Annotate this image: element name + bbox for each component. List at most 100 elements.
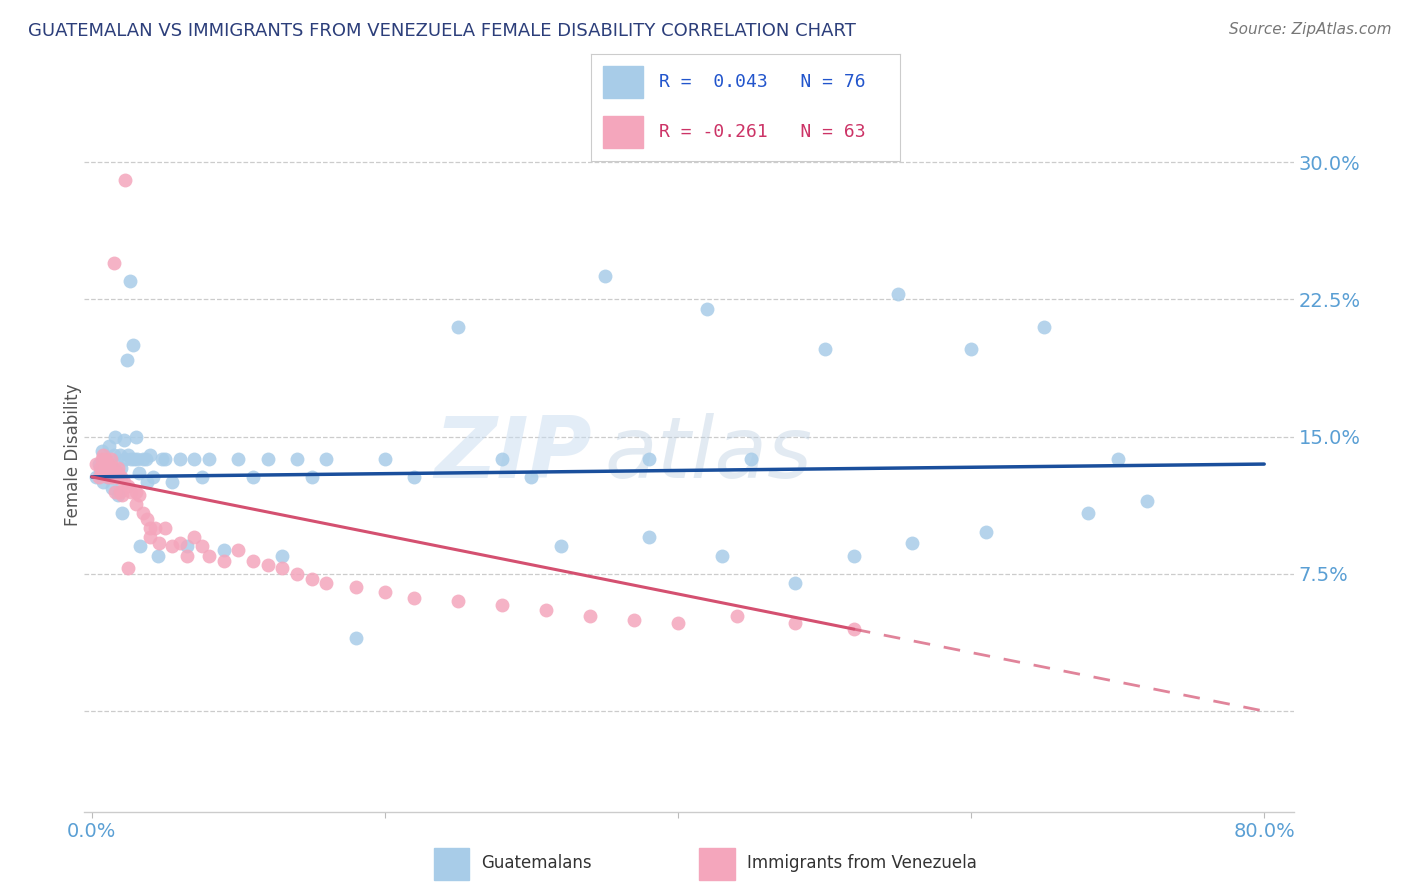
Point — [169, 535, 191, 549]
Point — [447, 594, 470, 608]
Point — [103, 256, 125, 270]
Bar — [603, 66, 643, 98]
Point — [183, 451, 205, 466]
Text: Source: ZipAtlas.com: Source: ZipAtlas.com — [1229, 22, 1392, 37]
Point — [271, 549, 294, 563]
Point — [120, 451, 142, 466]
Text: Immigrants from Venezuela: Immigrants from Venezuela — [747, 854, 976, 872]
Point — [785, 576, 807, 591]
Point — [136, 512, 159, 526]
Point — [176, 540, 198, 554]
Point — [117, 448, 139, 462]
Point — [169, 451, 191, 466]
Point — [256, 558, 278, 572]
Point — [128, 467, 150, 481]
Point — [148, 535, 170, 549]
Point — [315, 451, 337, 466]
Point — [97, 470, 120, 484]
Point — [143, 521, 166, 535]
Point — [301, 572, 323, 586]
Point — [534, 603, 557, 617]
Point — [98, 457, 121, 471]
Point — [198, 451, 221, 466]
Point — [183, 530, 205, 544]
Point — [100, 451, 122, 466]
Point — [1107, 451, 1129, 466]
Point — [108, 448, 131, 462]
Point — [89, 467, 111, 481]
Point — [139, 448, 162, 462]
Point — [139, 530, 162, 544]
Point — [842, 549, 865, 563]
Point — [93, 475, 115, 490]
Point — [344, 631, 367, 645]
Point — [115, 352, 138, 367]
Point — [1033, 319, 1056, 334]
Point — [447, 319, 470, 334]
Point — [150, 451, 173, 466]
Text: Guatemalans: Guatemalans — [481, 854, 592, 872]
Point — [190, 470, 212, 484]
Point — [344, 580, 367, 594]
Point — [212, 554, 235, 568]
Point — [124, 429, 146, 443]
Point — [813, 342, 835, 356]
Point — [89, 460, 111, 475]
Point — [112, 434, 135, 448]
Point — [94, 457, 117, 471]
Point — [111, 507, 134, 521]
Point — [271, 561, 294, 575]
Point — [176, 549, 198, 563]
Point — [136, 475, 159, 490]
Point — [785, 616, 807, 631]
Point — [666, 616, 689, 631]
Bar — [603, 116, 643, 148]
Point — [226, 543, 249, 558]
Point — [91, 451, 114, 466]
Point — [114, 173, 136, 187]
Text: R = -0.261   N = 63: R = -0.261 N = 63 — [658, 123, 865, 141]
Point — [132, 451, 155, 466]
Point — [637, 530, 659, 544]
Point — [190, 540, 212, 554]
Point — [960, 342, 983, 356]
Point — [104, 429, 127, 443]
Point — [103, 460, 125, 475]
Point — [139, 521, 162, 535]
Point — [491, 598, 513, 612]
Point — [374, 585, 396, 599]
Point — [110, 470, 132, 484]
Point — [107, 488, 129, 502]
Point — [96, 462, 118, 476]
Point — [107, 460, 129, 475]
Point — [132, 507, 155, 521]
Point — [162, 540, 184, 554]
Point — [725, 609, 748, 624]
Point — [87, 457, 110, 471]
Point — [579, 609, 602, 624]
Point — [118, 274, 141, 288]
Point — [162, 475, 184, 490]
Point — [105, 470, 128, 484]
Point — [550, 540, 572, 554]
Point — [404, 470, 426, 484]
Point — [93, 467, 115, 481]
Point — [128, 488, 150, 502]
Point — [129, 540, 152, 554]
Point — [105, 470, 128, 484]
Point — [404, 591, 426, 605]
Text: atlas: atlas — [605, 413, 813, 497]
Point — [107, 467, 129, 481]
Point — [84, 470, 107, 484]
Point — [842, 622, 865, 636]
Point — [593, 268, 616, 283]
Point — [100, 460, 122, 475]
Point — [117, 479, 139, 493]
Point — [98, 460, 121, 475]
Point — [96, 451, 118, 466]
Point — [740, 451, 762, 466]
Point — [127, 451, 149, 466]
Point — [242, 554, 264, 568]
Point — [98, 439, 121, 453]
Point — [256, 451, 278, 466]
